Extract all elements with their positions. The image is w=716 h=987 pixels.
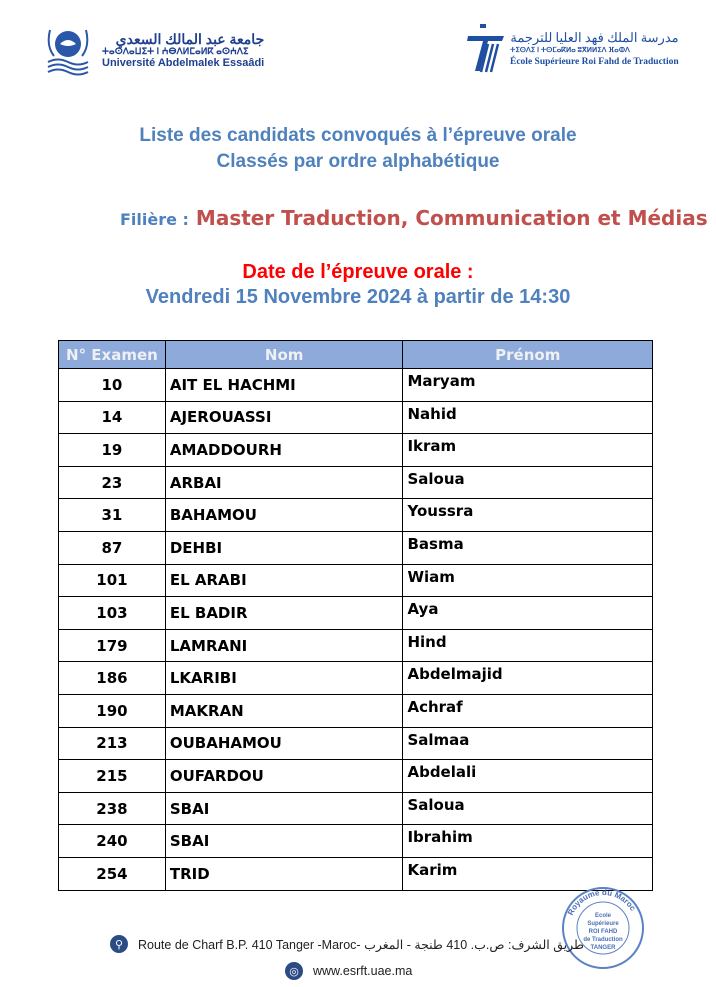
cell-prenom: Abdelmajid <box>402 661 653 695</box>
svg-text:TANGER: TANGER <box>591 945 617 951</box>
filiere: Filière : Master Traduction, Communicati… <box>120 206 708 230</box>
svg-text:de Traduction: de Traduction <box>583 937 623 943</box>
cell-prenom: Karim <box>402 856 653 891</box>
svg-text:Ecole: Ecole <box>595 913 612 919</box>
cell-prenom: Achraf <box>402 693 653 728</box>
table-row: 240 SBAI Ibrahim <box>58 824 653 858</box>
table-header-row: N° Examen Nom Prénom <box>58 340 653 369</box>
table-row: 215 OUFARDOU Abdelali <box>58 759 653 793</box>
cell-nom: AIT EL HACHMI <box>164 368 404 402</box>
cell-exam-number: 213 <box>58 726 166 761</box>
document-title: Liste des candidats convoqués à l’épreuv… <box>139 125 577 146</box>
school-emblem-icon <box>467 24 504 73</box>
cell-exam-number: 23 <box>58 465 166 500</box>
university-name-french: Université Abdelmalek Essaâdi <box>102 57 265 69</box>
cell-exam-number: 31 <box>58 498 166 532</box>
cell-exam-number: 240 <box>58 824 166 858</box>
footer-address: ⚲ Route de Charf B.P. 410 Tanger -Maroc-… <box>110 935 584 953</box>
cell-prenom: Youssra <box>402 498 653 532</box>
column-header-exam-number: N° Examen <box>58 340 166 369</box>
table-row: 179 LAMRANI Hind <box>58 628 653 663</box>
website-link[interactable]: www.esrft.uae.ma <box>313 964 413 978</box>
cell-prenom: Saloua <box>402 465 653 500</box>
cell-exam-number: 10 <box>58 368 166 402</box>
cell-nom: EL ARABI <box>164 563 404 598</box>
cell-nom: TRID <box>164 856 404 891</box>
university-emblem-icon <box>47 29 89 76</box>
cell-exam-number: 103 <box>58 596 166 630</box>
exam-date-value: Vendredi 15 Novembre 2024 à partir de 14… <box>145 286 571 308</box>
address-text: Route de Charf B.P. 410 Tanger -Maroc- ط… <box>138 937 584 952</box>
table-row: 87 DEHBI Basma <box>58 530 653 565</box>
cell-prenom: Wiam <box>402 563 653 598</box>
cell-nom: BAHAMOU <box>164 498 404 532</box>
cell-prenom: Abdelali <box>402 759 653 793</box>
university-logo: جامعة عبد المالك السعدي ⵜⴰⵙⴷⴰⵡⵉⵜ ⵏ ⵄⴱⴷⵍⵎ… <box>46 26 264 76</box>
table-row: 186 LKARIBI Abdelmajid <box>58 661 653 695</box>
cell-exam-number: 238 <box>58 791 166 826</box>
cell-prenom: Aya <box>402 596 653 630</box>
cell-prenom: Nahid <box>402 400 653 435</box>
cell-exam-number: 215 <box>58 759 166 793</box>
table-row: 10 AIT EL HACHMI Maryam <box>58 368 653 402</box>
table-row: 14 AJEROUASSI Nahid <box>58 400 653 435</box>
cell-nom: EL BADIR <box>164 596 404 630</box>
university-name-tifinagh: ⵜⴰⵙⴷⴰⵡⵉⵜ ⵏ ⵄⴱⴷⵍⵎⴰⵍⴽ ⴰⵙⵄⴷⵉ <box>102 46 249 56</box>
cell-nom: ARBAI <box>164 465 404 500</box>
table-row: 19 AMADDOURH Ikram <box>58 433 653 467</box>
table-row: 101 EL ARABI Wiam <box>58 563 653 598</box>
exam-date-label: Date de l’épreuve orale : <box>242 261 474 283</box>
cell-nom: SBAI <box>164 824 404 858</box>
cell-nom: OUBAHAMOU <box>164 726 404 761</box>
table-row: 238 SBAI Saloua <box>58 791 653 826</box>
table-row: 213 OUBAHAMOU Salmaa <box>58 726 653 761</box>
cell-prenom: Salmaa <box>402 726 653 761</box>
cell-prenom: Basma <box>402 530 653 565</box>
school-logo: مدرسة الملك فهد العليا للترجمة ⵜⵉⵙⴷⵉ ⵏ ⵜ… <box>466 24 679 76</box>
filiere-value: Master Traduction, Communication et Médi… <box>195 206 708 230</box>
location-pin-icon: ⚲ <box>110 935 128 953</box>
cell-prenom: Ibrahim <box>402 824 653 858</box>
cell-prenom: Saloua <box>402 791 653 826</box>
table-row: 190 MAKRAN Achraf <box>58 693 653 728</box>
svg-text:ROI FAHD: ROI FAHD <box>589 929 618 935</box>
cell-prenom: Ikram <box>402 433 653 467</box>
table-row: 103 EL BADIR Aya <box>58 596 653 630</box>
cell-nom: LKARIBI <box>164 661 404 695</box>
cell-exam-number: 254 <box>58 856 166 891</box>
column-header-nom: Nom <box>164 340 404 369</box>
filiere-label: Filière : <box>120 210 189 229</box>
cell-exam-number: 19 <box>58 433 166 467</box>
cell-exam-number: 186 <box>58 661 166 695</box>
cell-exam-number: 87 <box>58 530 166 565</box>
cell-nom: SBAI <box>164 791 404 826</box>
candidates-table: N° Examen Nom Prénom 10 AIT EL HACHMI Mary… <box>58 340 653 891</box>
cell-nom: AMADDOURH <box>164 433 404 467</box>
university-name-arabic: جامعة عبد المالك السعدي <box>115 31 265 47</box>
table-row: 23 ARBAI Saloua <box>58 465 653 500</box>
svg-text:Supérieure: Supérieure <box>587 921 619 927</box>
cell-prenom: Maryam <box>402 368 653 402</box>
cell-exam-number: 14 <box>58 400 166 435</box>
cell-nom: LAMRANI <box>164 628 404 663</box>
cell-exam-number: 190 <box>58 693 166 728</box>
cell-nom: AJEROUASSI <box>164 400 404 435</box>
school-name-tifinagh: ⵜⵉⵙⴷⵉ ⵏ ⵜⵙⵎⴰⴽⵍⴰ ⵓⴳⵍⵍⵉⴷ ⴼⴰⵀⴷ <box>510 46 630 54</box>
school-name-french: École Supérieure Roi Fahd de Traduction <box>510 57 679 67</box>
official-stamp: Ecole Supérieure ROI FAHD de Traduction … <box>562 887 644 969</box>
table-row: 254 TRID Karim <box>58 856 653 891</box>
document-subtitle: Classés par ordre alphabétique <box>216 151 500 172</box>
globe-icon: ◎ <box>285 962 303 980</box>
cell-nom: OUFARDOU <box>164 759 404 793</box>
table-row: 31 BAHAMOU Youssra <box>58 498 653 532</box>
cell-nom: MAKRAN <box>164 693 404 728</box>
cell-nom: DEHBI <box>164 530 404 565</box>
cell-exam-number: 101 <box>58 563 166 598</box>
column-header-prenom: Prénom <box>402 340 653 369</box>
cell-exam-number: 179 <box>58 628 166 663</box>
cell-prenom: Hind <box>402 628 653 663</box>
footer-website: ◎ www.esrft.uae.ma <box>285 962 412 980</box>
school-name-arabic: مدرسة الملك فهد العليا للترجمة <box>510 30 679 45</box>
